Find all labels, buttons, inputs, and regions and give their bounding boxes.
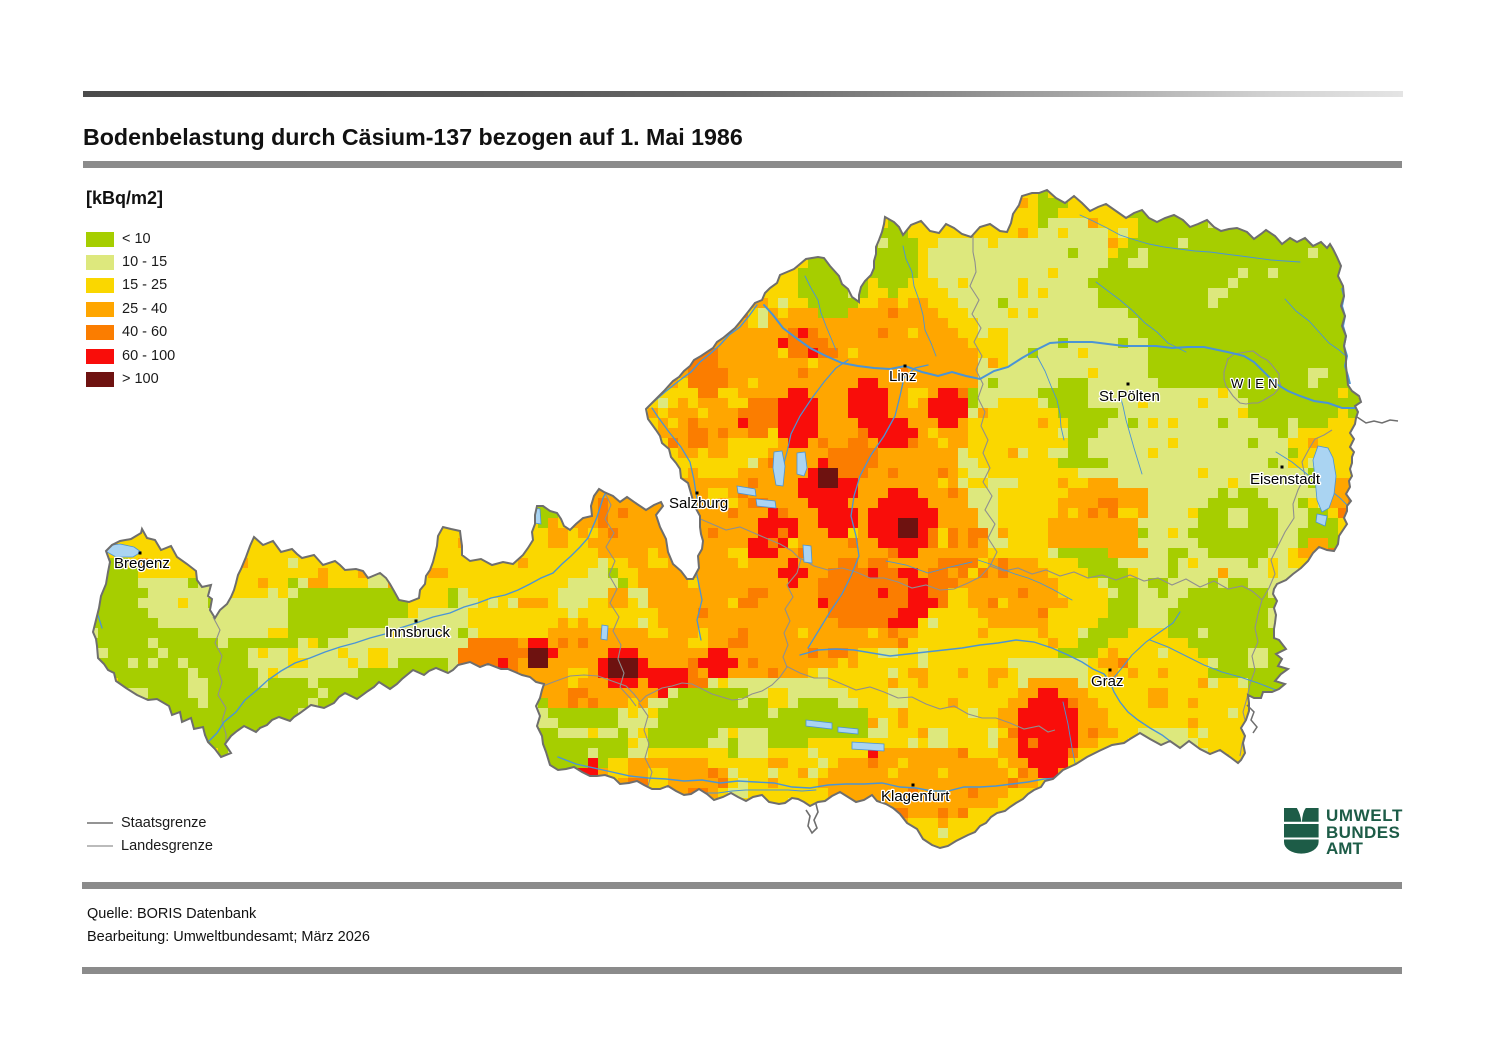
svg-text:Bregenz: Bregenz <box>114 555 170 572</box>
svg-text:Linz: Linz <box>889 368 917 385</box>
svg-text:UMWELT: UMWELT <box>1326 808 1403 825</box>
svg-text:Graz: Graz <box>1091 673 1124 690</box>
svg-text:Salzburg: Salzburg <box>669 495 728 512</box>
svg-text:St.Pölten: St.Pölten <box>1099 388 1160 405</box>
svg-text:WIEN: WIEN <box>1231 376 1282 391</box>
svg-text:Eisenstadt: Eisenstadt <box>1250 471 1321 488</box>
svg-text:BUNDES: BUNDES <box>1326 823 1400 842</box>
svg-text:AMT: AMT <box>1326 839 1363 854</box>
svg-text:Innsbruck: Innsbruck <box>385 624 451 641</box>
svg-text:Klagenfurt: Klagenfurt <box>881 788 950 805</box>
